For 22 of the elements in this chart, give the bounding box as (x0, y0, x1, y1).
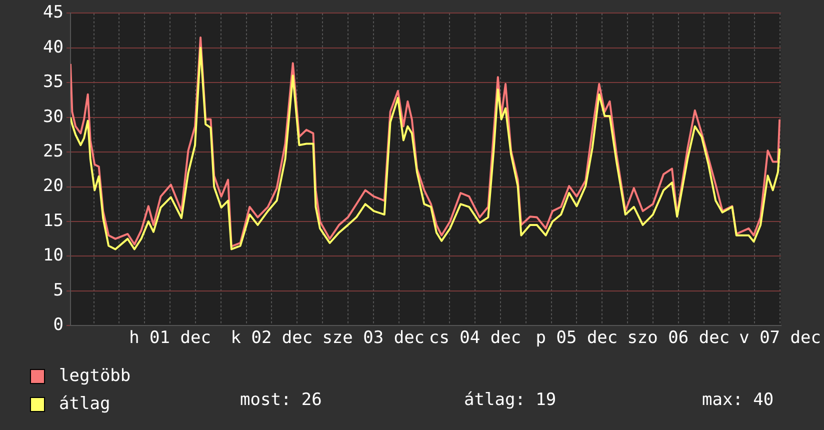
y-tick-label: 10 (42, 246, 64, 266)
text: max: 40 (702, 390, 775, 410)
y-tick-label: 20 (42, 176, 64, 196)
x-tick-label: h 01 dec (129, 328, 211, 348)
x-tick-label: p 05 dec (536, 328, 618, 348)
y-tick-label: 5 (53, 280, 64, 300)
y-tick-label: 30 (42, 106, 64, 127)
text: átlag: 19 (464, 390, 558, 410)
x-tick-label: sze 03 dec (322, 328, 425, 348)
legend-label: átlag (59, 394, 110, 414)
x-tick-label: cs 04 dec (428, 328, 522, 348)
y-tick-label: 25 (42, 141, 64, 162)
y-tick-label: 35 (42, 72, 64, 92)
y-tick-label: 40 (42, 37, 64, 58)
legend-label: legtöbb (59, 366, 131, 386)
y-tick-label: 45 (42, 2, 64, 23)
x-tick-label: k 02 dec (230, 328, 313, 348)
y-tick-label: 0 (53, 315, 64, 336)
y-tick-label: 15 (42, 210, 64, 231)
x-tick-label: szo 06 dec (627, 328, 730, 348)
text: most: 26 (240, 390, 323, 410)
x-tick-label: v 07 dec (739, 328, 821, 348)
